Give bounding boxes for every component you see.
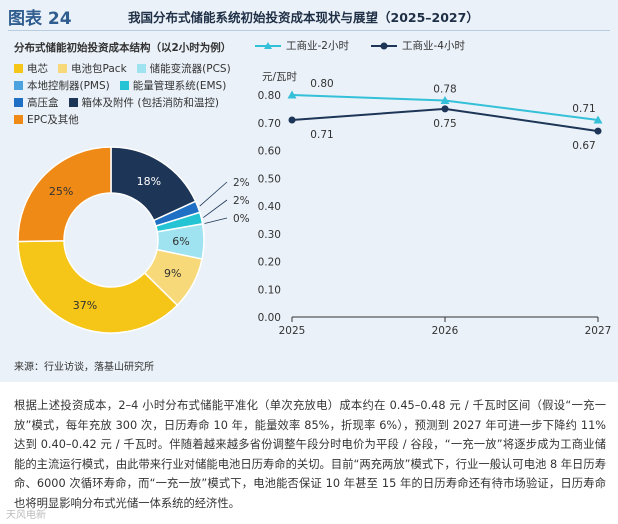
data-label: 0.75: [433, 118, 456, 130]
pie-slice: [17, 239, 179, 334]
legend-label: 电芯: [27, 63, 48, 75]
source-note: 来源：行业访谈，落基山研究所: [14, 362, 154, 373]
y-tick-label: 0.60: [258, 146, 281, 158]
series-point: [441, 105, 449, 113]
pie-value-label: 25%: [49, 185, 73, 198]
line-legend-item-2h: 工商业-2小时: [255, 38, 349, 53]
line-legend-label: 工商业-4小时: [401, 40, 465, 52]
legend-item-pms: 本地控制器(PMS): [14, 78, 110, 93]
legend-swatch: [14, 115, 23, 124]
pie-value-label: 2%: [233, 177, 250, 189]
body-paragraph: 根据上述投资成本，2–4 小时分布式储能平准化（单次充放电）成本约在 0.45–…: [14, 399, 606, 510]
y-tick-label: 0.20: [258, 257, 281, 269]
legend-label: 电池包Pack: [71, 63, 127, 75]
line-legend-label: 工商业-2小时: [286, 40, 349, 52]
x-tick-label: 2026: [432, 325, 459, 337]
pie-value-label: 18%: [137, 175, 161, 188]
y-tick-label: 0.70: [258, 118, 281, 130]
line-legend: 工商业-2小时 工商业-4小时: [255, 38, 487, 53]
y-axis-label: 元/瓦时: [262, 71, 298, 83]
legend-item-hv-box: 高压盒: [14, 95, 59, 110]
pie-value-label: 9%: [164, 267, 181, 280]
pie-leader-line: [199, 181, 228, 207]
x-tick-label: 2027: [585, 325, 612, 337]
figure-title: 我国分布式储能系统初始投资成本现状与展望（2025–2027）: [128, 10, 479, 25]
y-tick-label: 0.30: [258, 229, 281, 241]
legend-item-cell: 电芯: [14, 61, 48, 76]
y-tick-label: 0.80: [258, 90, 281, 102]
legend-swatch: [68, 98, 78, 107]
pie-value-label: 6%: [172, 235, 189, 248]
pie-value-label: 2%: [233, 195, 250, 207]
charts-canvas: 18% 2% 2% 0% 6% 9% 37% 25% 元/瓦时 0.00 0.10 0.20 0.30…: [17, 71, 612, 337]
pie-value-label: 37%: [73, 299, 97, 312]
legend-swatch: [14, 98, 23, 107]
legend-label: 能量管理系统(EMS): [132, 80, 227, 92]
legend-label: 本地控制器(PMS): [27, 80, 110, 92]
y-tick-label: 0.50: [258, 173, 281, 185]
title-divider: [8, 30, 610, 31]
watermark: 天风电新: [6, 510, 46, 521]
legend-item-pcs: 储能变流器(PCS): [136, 61, 231, 76]
legend-item-enclosure: 箱体及附件 (包括消防和温控): [68, 95, 220, 110]
data-label: 0.80: [310, 78, 333, 90]
pie-slice: [17, 146, 112, 243]
line-legend-key-2h: [255, 41, 281, 49]
donut-chart: 18% 2% 2% 0% 6% 9% 37% 25%: [17, 146, 250, 334]
series-point: [287, 90, 297, 99]
legend-label: 高压盒: [27, 97, 59, 109]
legend-swatch: [119, 81, 129, 90]
legend-swatch: [136, 64, 146, 73]
series-point: [594, 127, 602, 135]
legend-label: EPC及其他: [27, 114, 79, 126]
x-tick-label: 2025: [279, 325, 306, 337]
legend-swatch: [14, 81, 23, 90]
series-point: [440, 96, 450, 105]
legend-swatch: [58, 64, 67, 73]
legend-swatch: [14, 64, 23, 73]
data-label: 0.67: [572, 140, 595, 152]
line-chart: 元/瓦时 0.00 0.10 0.20 0.30 0.40 0.50 0.60 0.70 0.80…: [258, 71, 612, 337]
series-point: [593, 115, 603, 124]
y-tick-label: 0.00: [258, 312, 281, 324]
data-label: 0.78: [433, 84, 456, 96]
pie-legend: 电芯 电池包Pack 储能变流器(PCS) 本地控制器(PMS) 能量管理系统(…: [14, 60, 264, 128]
series-point: [288, 116, 296, 124]
y-tick-label: 0.10: [258, 284, 281, 296]
line-legend-item-4h: 工商业-4小时: [370, 38, 465, 53]
y-tick-label: 0.40: [258, 201, 281, 213]
pie-subtitle: 分布式储能初始投资成本结构（以2小时为例）: [14, 42, 232, 54]
legend-item-ems: 能量管理系统(EMS): [119, 78, 227, 93]
line-legend-key-4h: [370, 42, 397, 49]
data-label: 0.71: [572, 103, 595, 115]
pie-value-label: 0%: [233, 213, 250, 225]
figure-label: 图表 24: [8, 9, 72, 29]
legend-label: 箱体及附件 (包括消防和温控): [81, 97, 220, 109]
legend-label: 储能变流器(PCS): [149, 63, 231, 75]
pie-leader-line: [204, 217, 228, 224]
data-label: 0.71: [310, 129, 333, 141]
legend-item-pack: 电池包Pack: [58, 61, 127, 76]
pie-leader-line: [203, 199, 228, 218]
legend-item-epc: EPC及其他: [14, 112, 79, 127]
